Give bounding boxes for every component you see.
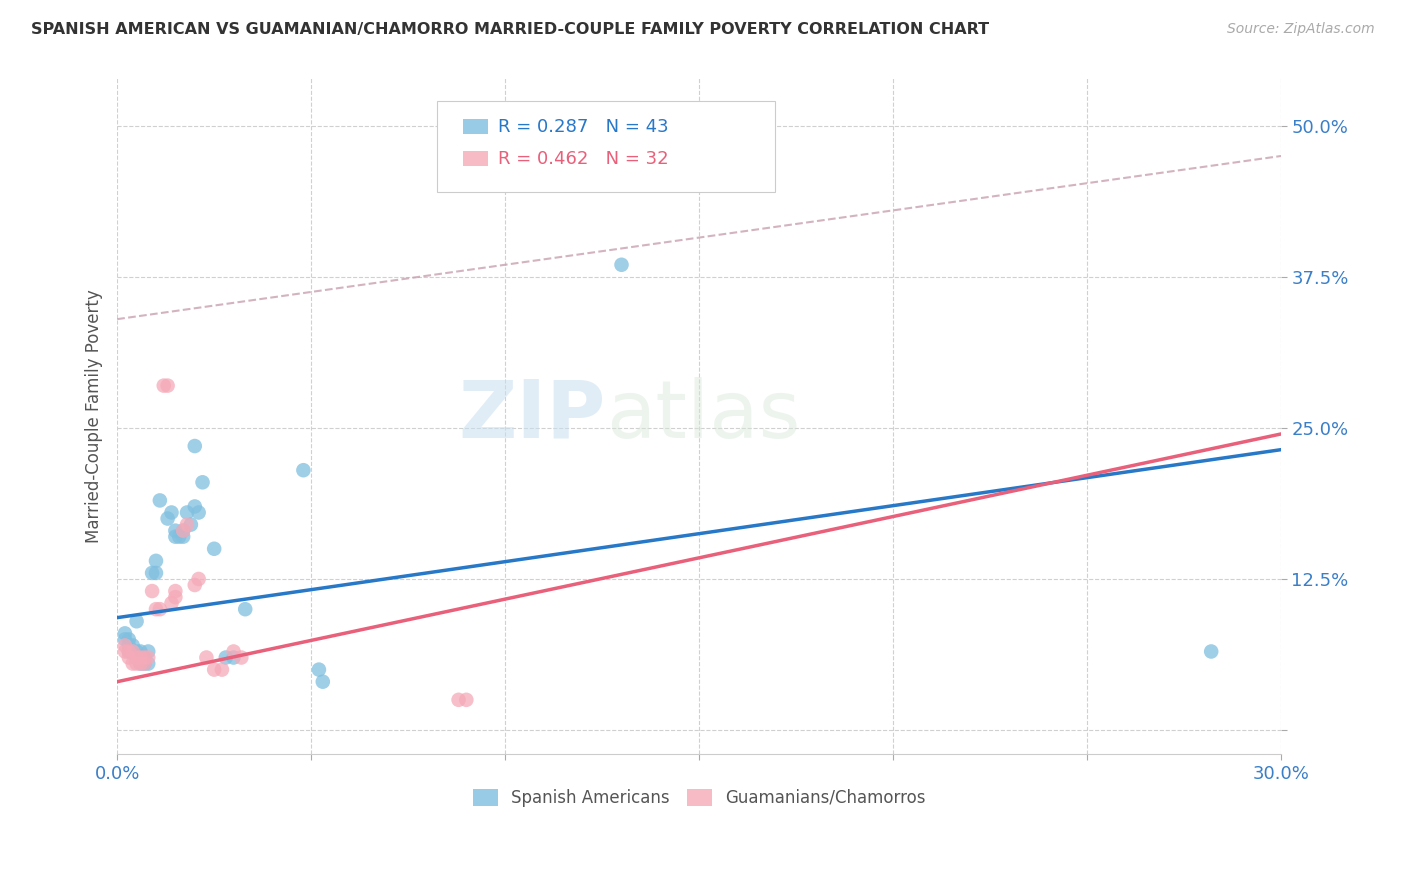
Point [121, 657, 143, 671]
Point [125, 644, 148, 658]
Point [121, 644, 143, 658]
Point [125, 614, 148, 628]
Point [308, 663, 330, 677]
Point [447, 693, 470, 707]
Point [176, 517, 198, 532]
Point [172, 530, 194, 544]
Point [160, 596, 183, 610]
Point [222, 650, 245, 665]
Point [184, 500, 207, 514]
Point [121, 639, 143, 653]
Point [292, 463, 315, 477]
Point [176, 506, 198, 520]
Point [129, 650, 152, 665]
Y-axis label: Married-Couple Family Poverty: Married-Couple Family Poverty [86, 289, 103, 542]
Point [149, 493, 172, 508]
Point [312, 674, 335, 689]
Point [167, 530, 190, 544]
Point [129, 644, 152, 658]
Point [211, 663, 233, 677]
Point [118, 632, 141, 647]
Point [222, 644, 245, 658]
Point [233, 602, 256, 616]
Text: atlas: atlas [606, 376, 800, 455]
Text: Source: ZipAtlas.com: Source: ZipAtlas.com [1227, 22, 1375, 37]
Point [136, 650, 159, 665]
Point [114, 626, 136, 640]
Point [187, 572, 209, 586]
Point [129, 657, 152, 671]
Point [456, 693, 478, 707]
Point [1199, 644, 1222, 658]
Point [136, 644, 159, 658]
Point [125, 657, 148, 671]
Point [165, 530, 187, 544]
Point [202, 663, 225, 677]
Point [118, 650, 141, 665]
Point [165, 584, 187, 599]
FancyBboxPatch shape [463, 120, 488, 135]
Point [118, 639, 141, 653]
Point [149, 602, 172, 616]
Text: R = 0.462   N = 32: R = 0.462 N = 32 [498, 150, 668, 168]
Point [160, 506, 183, 520]
Point [184, 578, 207, 592]
Point [145, 602, 167, 616]
Point [114, 639, 136, 653]
Point [195, 650, 218, 665]
Point [114, 644, 136, 658]
Legend: Spanish Americans, Guamanians/Chamorros: Spanish Americans, Guamanians/Chamorros [467, 782, 932, 814]
Text: R = 0.287   N = 43: R = 0.287 N = 43 [498, 118, 668, 136]
Point [187, 506, 209, 520]
Point [610, 258, 633, 272]
Point [134, 657, 156, 671]
Point [156, 378, 179, 392]
Text: ZIP: ZIP [458, 376, 606, 455]
Point [125, 650, 148, 665]
Point [145, 554, 167, 568]
Point [125, 650, 148, 665]
Point [231, 650, 253, 665]
Point [180, 517, 202, 532]
Point [172, 524, 194, 538]
FancyBboxPatch shape [437, 101, 775, 193]
Point [141, 584, 163, 599]
Point [134, 650, 156, 665]
Point [141, 566, 163, 580]
Point [129, 657, 152, 671]
Point [134, 657, 156, 671]
Point [129, 650, 152, 665]
Point [156, 511, 179, 525]
Point [184, 439, 207, 453]
Point [114, 632, 136, 647]
Text: SPANISH AMERICAN VS GUAMANIAN/CHAMORRO MARRIED-COUPLE FAMILY POVERTY CORRELATION: SPANISH AMERICAN VS GUAMANIAN/CHAMORRO M… [31, 22, 988, 37]
Point [165, 524, 187, 538]
Point [202, 541, 225, 556]
Point [191, 475, 214, 490]
Point [118, 644, 141, 658]
Point [172, 524, 194, 538]
Point [136, 657, 159, 671]
Point [134, 650, 156, 665]
Point [165, 590, 187, 604]
Point [215, 650, 238, 665]
Point [118, 644, 141, 658]
Point [145, 566, 167, 580]
Point [121, 644, 143, 658]
FancyBboxPatch shape [463, 152, 488, 166]
Point [152, 378, 174, 392]
